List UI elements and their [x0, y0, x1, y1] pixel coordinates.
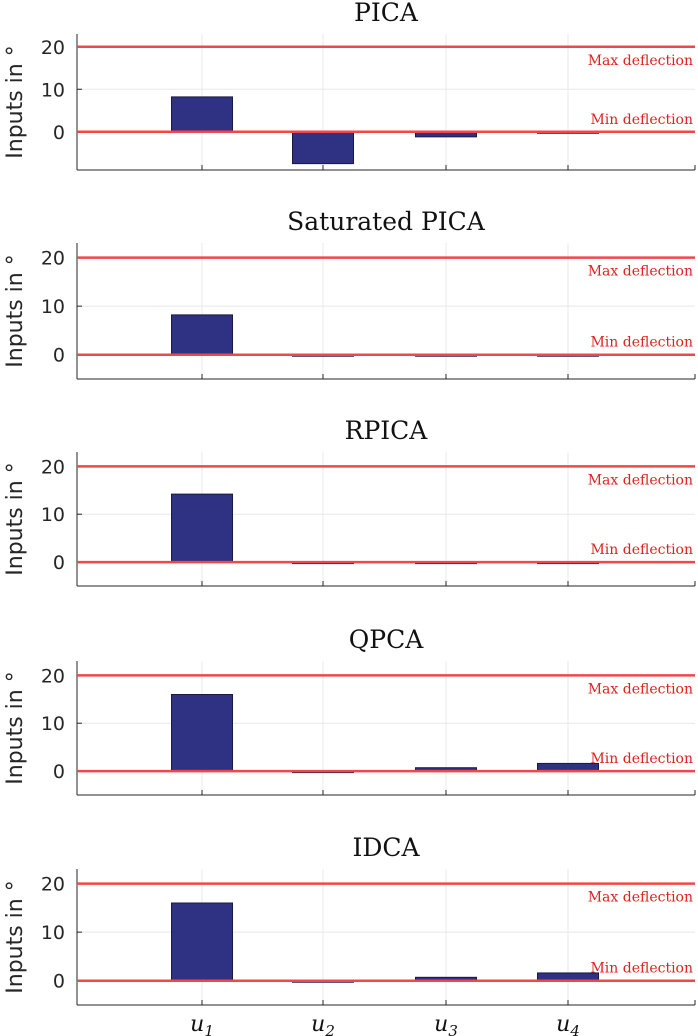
limit-label: Max deflection — [588, 472, 693, 488]
x-tick-label-base: u — [190, 1012, 204, 1036]
x-tick-label-base: u — [556, 1012, 570, 1036]
limit-label: Max deflection — [588, 53, 693, 69]
y-axis-label: Inputs in ° — [3, 254, 28, 367]
limit-label: Max deflection — [588, 264, 693, 280]
limit-label: Min deflection — [590, 961, 693, 977]
bar-u2 — [292, 131, 354, 165]
chart-title: Saturated PICA — [287, 207, 486, 236]
chart-title: QPCA — [349, 625, 424, 654]
chart-panel-1: PICA Inputs in ° 0 10 20 Max deflection Min de… — [3, 0, 696, 171]
x-tick-label: u4 — [556, 1012, 580, 1036]
limit-label: Max deflection — [588, 681, 693, 697]
x-tick-label: u2 — [311, 1012, 335, 1036]
limit-label: Max deflection — [588, 890, 693, 906]
y-axis-label: Inputs in ° — [3, 880, 28, 993]
limit-label: Min deflection — [590, 335, 693, 351]
y-axis-label: Inputs in ° — [3, 671, 28, 784]
y-tick-label: 0 — [53, 122, 65, 144]
x-tick-label-base: u — [311, 1012, 325, 1036]
x-tick-label: u3 — [434, 1012, 458, 1036]
y-tick-label: 10 — [41, 79, 65, 101]
x-tick-label-sub: 4 — [569, 1022, 580, 1036]
chart-panel-5: IDCA Inputs in ° 0 10 20 Max deflection Min de… — [3, 833, 696, 1006]
y-tick-label: 10 — [41, 922, 65, 944]
bar-u1 — [171, 493, 233, 563]
limit-label: Min deflection — [590, 112, 693, 128]
y-tick-label: 0 — [53, 345, 65, 367]
y-axis-label: Inputs in ° — [3, 462, 28, 575]
y-tick-label: 10 — [41, 296, 65, 318]
chart-title: PICA — [354, 0, 419, 27]
bar-u1 — [171, 694, 233, 772]
chart-panel-3: RPICA Inputs in ° 0 10 20 Max deflection Min d… — [3, 416, 696, 587]
y-axis-label: Inputs in ° — [3, 45, 28, 158]
bar-u1 — [171, 902, 233, 982]
y-tick-label: 10 — [41, 713, 65, 735]
x-tick-label-sub: 1 — [204, 1022, 214, 1036]
y-tick-label: 20 — [41, 37, 65, 59]
limit-label: Min deflection — [590, 542, 693, 558]
y-tick-label: 0 — [53, 761, 65, 783]
bar-u1 — [171, 314, 233, 356]
x-tick-label-base: u — [434, 1012, 448, 1036]
chart-panel-4: QPCA Inputs in ° 0 10 20 Max deflection Min de… — [3, 625, 696, 796]
y-tick-label: 10 — [41, 504, 65, 526]
x-tick-label-sub: 3 — [448, 1022, 458, 1036]
chart-title: RPICA — [345, 416, 429, 445]
y-tick-label: 0 — [53, 552, 65, 574]
y-tick-label: 20 — [41, 456, 65, 478]
limit-label: Min deflection — [590, 751, 693, 767]
x-tick-label: u1 — [190, 1012, 214, 1036]
y-tick-label: 20 — [41, 665, 65, 687]
y-tick-label: 20 — [41, 248, 65, 270]
chart-title: IDCA — [352, 833, 420, 862]
y-tick-label: 0 — [53, 971, 65, 993]
x-tick-label-sub: 2 — [324, 1022, 335, 1036]
chart-panel-2: Saturated PICA Inputs in ° 0 10 20 Max deflec… — [3, 207, 696, 380]
bar-u1 — [171, 96, 233, 133]
y-tick-label: 20 — [41, 874, 65, 896]
